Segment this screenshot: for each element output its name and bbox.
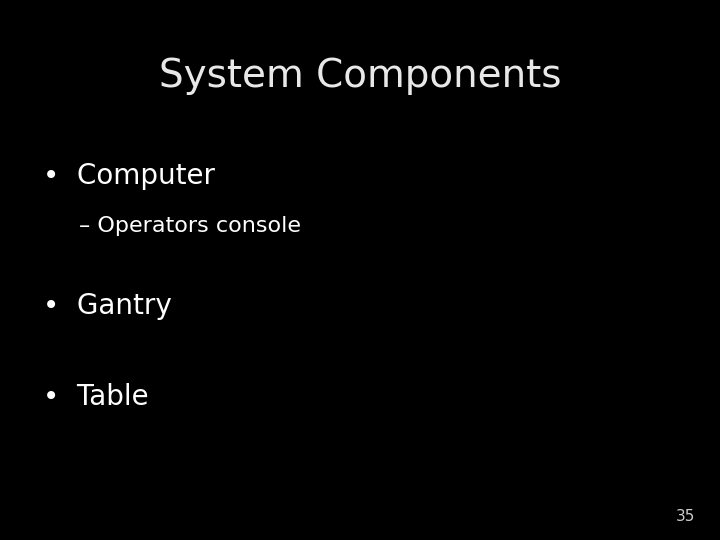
- Text: 35: 35: [675, 509, 695, 524]
- Text: •  Table: • Table: [43, 383, 149, 411]
- Text: – Operators console: – Operators console: [79, 216, 301, 236]
- Text: •  Gantry: • Gantry: [43, 292, 172, 320]
- Text: •  Computer: • Computer: [43, 162, 215, 190]
- Text: System Components: System Components: [158, 57, 562, 94]
